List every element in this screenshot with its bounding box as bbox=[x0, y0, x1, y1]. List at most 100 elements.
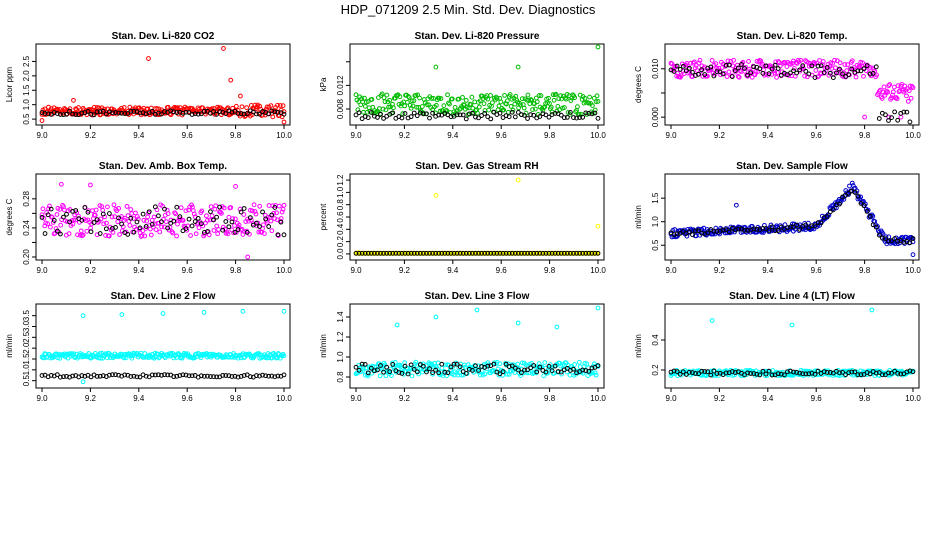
reference-point bbox=[571, 250, 576, 256]
reference-point bbox=[451, 250, 457, 256]
data-point bbox=[157, 229, 163, 235]
reference-point bbox=[824, 214, 830, 219]
reference-point bbox=[870, 71, 876, 76]
reference-point bbox=[898, 371, 904, 377]
reference-point bbox=[500, 250, 506, 256]
data-point bbox=[419, 104, 425, 109]
reference-point bbox=[211, 217, 216, 223]
data-point bbox=[731, 57, 737, 63]
data-point bbox=[151, 214, 157, 220]
data-point bbox=[542, 360, 548, 365]
x-tick-label: 9.6 bbox=[496, 131, 508, 140]
reference-point bbox=[165, 372, 170, 378]
data-point bbox=[176, 351, 181, 357]
reference-point bbox=[275, 232, 281, 238]
data-point bbox=[390, 105, 396, 111]
data-point bbox=[165, 211, 171, 217]
reference-point bbox=[791, 68, 796, 74]
data-point bbox=[833, 65, 838, 71]
data-point bbox=[710, 373, 716, 378]
reference-point bbox=[745, 72, 750, 78]
reference-point bbox=[281, 372, 287, 378]
data-point bbox=[905, 98, 911, 104]
y-tick-label: 1.0 bbox=[336, 351, 345, 363]
reference-point bbox=[94, 373, 100, 379]
reference-point bbox=[94, 217, 100, 223]
reference-point bbox=[720, 227, 726, 233]
reference-point bbox=[791, 369, 796, 375]
reference-point bbox=[775, 66, 781, 71]
reference-point bbox=[503, 361, 509, 367]
reference-point bbox=[61, 214, 66, 220]
data-point bbox=[521, 105, 527, 111]
data-point bbox=[177, 105, 183, 111]
outlier-point bbox=[119, 312, 125, 317]
data-point bbox=[153, 227, 159, 232]
reference-point bbox=[156, 110, 161, 116]
reference-point bbox=[375, 250, 380, 256]
reference-point bbox=[365, 370, 371, 376]
data-point bbox=[78, 228, 84, 234]
reference-point bbox=[803, 371, 809, 377]
data-point bbox=[849, 58, 855, 64]
data-point bbox=[125, 213, 131, 219]
data-point bbox=[445, 92, 450, 98]
reference-point bbox=[205, 229, 210, 234]
data-point bbox=[870, 213, 876, 219]
reference-point bbox=[408, 362, 414, 368]
data-point bbox=[275, 355, 280, 361]
reference-point bbox=[519, 250, 524, 256]
reference-point bbox=[797, 67, 803, 73]
data-point bbox=[397, 94, 403, 100]
reference-point bbox=[840, 369, 845, 375]
reference-point bbox=[430, 370, 435, 375]
reference-point bbox=[371, 368, 377, 374]
data-point bbox=[881, 84, 887, 90]
y-axis-label: Licor ppm bbox=[5, 67, 14, 102]
x-tick-label: 9.4 bbox=[762, 394, 774, 403]
reference-point bbox=[97, 373, 103, 379]
reference-point bbox=[457, 364, 463, 370]
reference-point bbox=[855, 68, 861, 74]
data-point bbox=[563, 96, 569, 102]
reference-point bbox=[711, 368, 717, 374]
reference-point bbox=[677, 371, 683, 377]
data-point bbox=[228, 205, 234, 210]
reference-point bbox=[238, 209, 244, 215]
data-point bbox=[525, 92, 531, 98]
reference-point bbox=[772, 62, 778, 68]
reference-points bbox=[353, 250, 601, 256]
x-tick-label: 9.8 bbox=[544, 266, 556, 275]
reference-point bbox=[149, 372, 155, 378]
data-point bbox=[141, 217, 147, 223]
reference-point bbox=[85, 209, 91, 215]
reference-point bbox=[214, 111, 220, 117]
data-point bbox=[482, 371, 488, 377]
x-tick-label: 9.8 bbox=[859, 131, 871, 140]
reference-point bbox=[812, 223, 818, 229]
reference-point bbox=[586, 110, 592, 116]
y-tick-label: 0.2 bbox=[651, 364, 660, 376]
data-point bbox=[832, 57, 837, 63]
data-point bbox=[429, 96, 435, 101]
reference-point bbox=[686, 369, 692, 375]
data-point bbox=[233, 216, 238, 222]
outlier-point bbox=[869, 307, 875, 313]
reference-point bbox=[375, 115, 380, 120]
reference-point bbox=[549, 368, 555, 374]
data-point bbox=[239, 104, 245, 110]
reference-point bbox=[195, 216, 201, 221]
data-point bbox=[512, 101, 518, 107]
x-tick-label: 9.0 bbox=[36, 266, 48, 275]
reference-point bbox=[751, 226, 757, 232]
reference-point bbox=[861, 203, 867, 209]
data-point bbox=[249, 112, 255, 118]
data-point bbox=[402, 103, 407, 109]
data-point bbox=[735, 74, 741, 79]
reference-point bbox=[381, 369, 386, 375]
data-point bbox=[150, 354, 156, 360]
reference-point bbox=[723, 370, 729, 376]
reference-point bbox=[128, 108, 134, 114]
reference-point bbox=[726, 229, 732, 235]
data-point bbox=[214, 223, 220, 229]
